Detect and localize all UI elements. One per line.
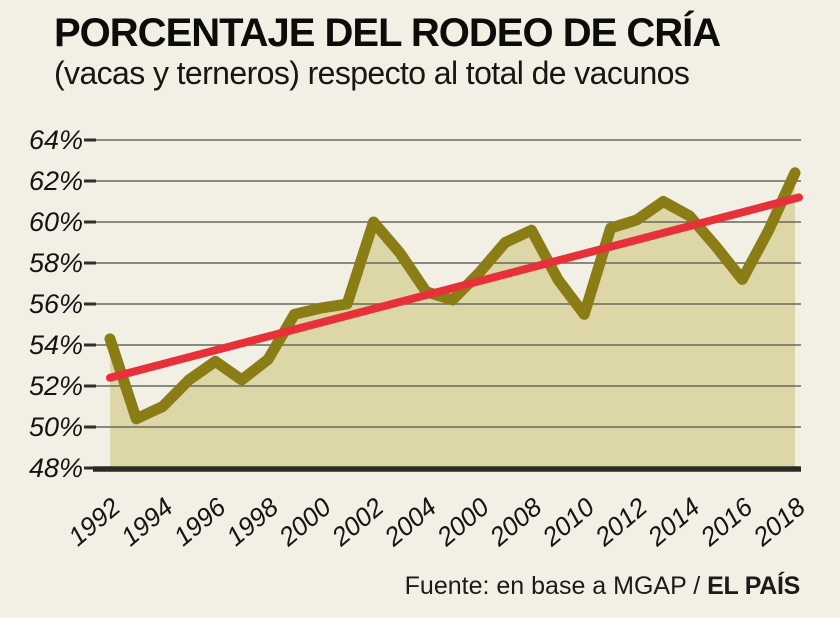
series-line [104, 167, 801, 425]
y-axis-label: 60% [29, 207, 83, 237]
x-axis-label: 2010 [536, 491, 601, 552]
y-axis-label: 56% [29, 289, 83, 319]
x-axis-label: 2002 [325, 491, 390, 552]
x-axis-label: 2016 [694, 491, 759, 552]
x-axis-label: 1994 [115, 492, 179, 552]
x-axis-label: 2012 [588, 491, 653, 552]
y-axis-label: 64% [29, 125, 83, 155]
x-axis-label: 2018 [746, 491, 811, 552]
x-axis-label: 2014 [641, 492, 705, 553]
chart-header: PORCENTAJE DEL RODEO DE CRÍA (vacas y te… [54, 11, 814, 92]
y-axis-label: 48% [29, 453, 83, 483]
x-axis-label: 1992 [62, 491, 126, 552]
x-axis-label: 1996 [168, 491, 232, 552]
chart-title: PORCENTAJE DEL RODEO DE CRÍA [54, 11, 721, 55]
y-axis-label: 52% [29, 371, 83, 401]
y-axis-label: 58% [29, 248, 83, 278]
x-axis-label: 2004 [378, 492, 442, 553]
trend-line [106, 193, 803, 382]
source-brand: EL PAÍS [707, 572, 800, 600]
x-axis-label: 2008 [483, 491, 548, 552]
y-axis-label: 54% [29, 330, 83, 360]
x-axis-label: 2000 [430, 491, 495, 552]
chart-subtitle: (vacas y terneros) respecto al total de … [54, 55, 690, 92]
y-axis-label: 62% [29, 166, 83, 196]
x-axis-label: 1998 [220, 491, 284, 552]
y-axis-label: 50% [29, 412, 83, 442]
source-note: Fuente: en base a MGAP / EL PAÍS [404, 572, 801, 601]
source-text: Fuente: en base a MGAP / [404, 572, 708, 600]
x-axis-label: 2000 [272, 491, 337, 552]
